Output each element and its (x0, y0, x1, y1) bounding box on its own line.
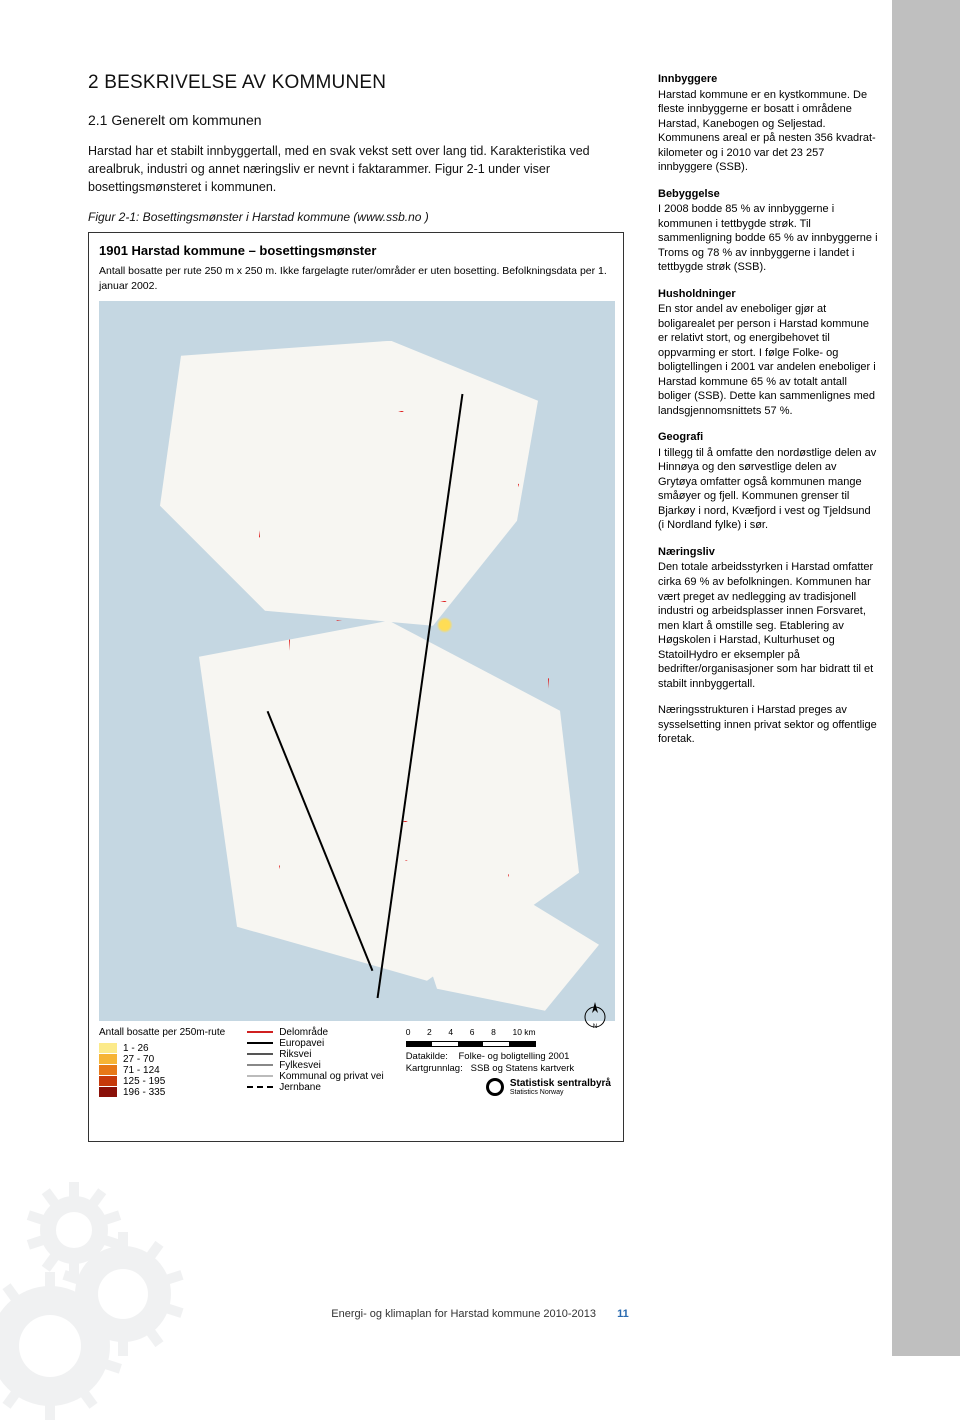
decorative-gears (0, 1176, 180, 1376)
legend-swatch (99, 1065, 117, 1075)
map-subtitle: Antall bosatte per rute 250 m x 250 m. I… (99, 264, 613, 292)
scale-segment (406, 1041, 433, 1047)
footer-text: Energi- og klimaplan for Harstad kommune… (331, 1308, 596, 1320)
legend-density-item: 196 - 335 (99, 1087, 225, 1098)
ssb-logo-icon (486, 1078, 504, 1096)
legend-road-item: Jernbane (247, 1082, 384, 1093)
legend-label: Europavei (279, 1038, 324, 1049)
main-column: 2 BESKRIVELSE AV KOMMUNEN 2.1 Generelt o… (88, 72, 624, 1142)
sidebar-paragraph: Harstad kommune er en kystkommune. De fl… (658, 88, 878, 175)
heading-sub: 2.1 Generelt om kommunen (88, 112, 624, 128)
legend-road-item: Fylkesvei (247, 1060, 384, 1071)
legend-road-item: Europavei (247, 1038, 384, 1049)
legend-road-item: Riksvei (247, 1049, 384, 1060)
legend-density: Antall bosatte per 250m-rute 1 - 2627 - … (99, 1027, 225, 1098)
scale-tick: 10 km (512, 1027, 535, 1037)
sidebar-paragraph: En stor andel av eneboliger gjør at boli… (658, 302, 878, 418)
datakilde-value: Folke- og boligtelling 2001 (459, 1051, 570, 1062)
legend-swatch (99, 1076, 117, 1086)
legend-line-swatch (247, 1064, 273, 1066)
scale-segment (432, 1041, 458, 1047)
legend-density-item: 27 - 70 (99, 1054, 225, 1065)
intro-paragraph: Harstad har et stabilt innbyggertall, me… (88, 142, 624, 196)
legend-line-swatch (247, 1042, 273, 1044)
scale-segment (458, 1041, 484, 1047)
legend-label: 125 - 195 (123, 1076, 165, 1087)
legend-label: Fylkesvei (279, 1060, 321, 1071)
ssb-sub: Statistics Norway (510, 1089, 611, 1096)
legend-label: Delområde (279, 1027, 328, 1038)
sidebar-paragraph: Den totale arbeidsstyrken i Harstad omfa… (658, 560, 878, 691)
scale-tick: 6 (470, 1027, 475, 1037)
kartgrunnlag-label: Kartgrunnlag: (406, 1063, 463, 1074)
legend-roads: DelområdeEuropaveiRiksveiFylkesveiKommun… (247, 1027, 384, 1098)
legend-swatch (99, 1087, 117, 1097)
sidebar-heading: Geografi (658, 430, 878, 445)
sidebar-paragraph: I tillegg til å omfatte den nordøstlige … (658, 446, 878, 533)
legend-label: 27 - 70 (123, 1054, 154, 1065)
compass-icon: N (581, 1001, 609, 1029)
scale-segment (509, 1041, 536, 1047)
sidebar-heading: Innbyggere (658, 72, 878, 87)
legend-label: Riksvei (279, 1049, 311, 1060)
sidebar-heading: Næringsliv (658, 545, 878, 560)
legend-line-swatch (247, 1086, 273, 1088)
legend-label: 1 - 26 (123, 1043, 149, 1054)
legend-swatch (99, 1043, 117, 1053)
legend-road-item: Kommunal og privat vei (247, 1071, 384, 1082)
figure-caption: Figur 2-1: Bosettingsmønster i Harstad k… (88, 210, 624, 224)
legend-density-item: 125 - 195 (99, 1076, 225, 1087)
page-right-stripe (892, 0, 960, 1356)
legend-label: Jernbane (279, 1082, 321, 1093)
legend-density-item: 71 - 124 (99, 1065, 225, 1076)
scale-tick: 2 (427, 1027, 432, 1037)
legend-line-swatch (247, 1031, 273, 1033)
sidebar-heading: Husholdninger (658, 287, 878, 302)
ssb-logo: Statistisk sentralbyrå Statistics Norway (486, 1078, 611, 1096)
map-title: 1901 Harstad kommune – bosettingsmønster (99, 243, 613, 258)
heading-main: 2 BESKRIVELSE AV KOMMUNEN (88, 72, 624, 94)
scale-tick: 0 (406, 1027, 411, 1037)
gear-icon (40, 1196, 108, 1264)
svg-text:N: N (593, 1024, 597, 1029)
sidebar-paragraph: I 2008 bodde 85 % av innbyggerne i kommu… (658, 202, 878, 275)
footer-page-number: 11 (617, 1308, 629, 1320)
sidebar-paragraph: Næringsstrukturen i Harstad preges av sy… (658, 703, 878, 747)
map-figure: 1901 Harstad kommune – bosettingsmønster… (88, 232, 624, 1142)
legend-label: 196 - 335 (123, 1087, 165, 1098)
scale-segment (483, 1041, 509, 1047)
kartgrunnlag-value: SSB og Statens kartverk (471, 1063, 575, 1074)
legend-density-title: Antall bosatte per 250m-rute (99, 1027, 225, 1038)
legend-label: 71 - 124 (123, 1065, 160, 1076)
scale-tick: 8 (491, 1027, 496, 1037)
legend-swatch (99, 1054, 117, 1064)
ssb-name: Statistisk sentralbyrå (510, 1078, 611, 1089)
legend-line-swatch (247, 1075, 273, 1077)
legend-line-swatch (247, 1053, 273, 1055)
legend-road-item: Delområde (247, 1027, 384, 1038)
sidebar-column: InnbyggereHarstad kommune er en kystkomm… (658, 72, 878, 759)
legend-label: Kommunal og privat vei (279, 1071, 384, 1082)
sidebar-heading: Bebyggelse (658, 187, 878, 202)
legend-density-item: 1 - 26 (99, 1043, 225, 1054)
scale-tick: 4 (448, 1027, 453, 1037)
map-canvas (99, 301, 615, 1021)
datakilde-label: Datakilde: (406, 1051, 448, 1062)
